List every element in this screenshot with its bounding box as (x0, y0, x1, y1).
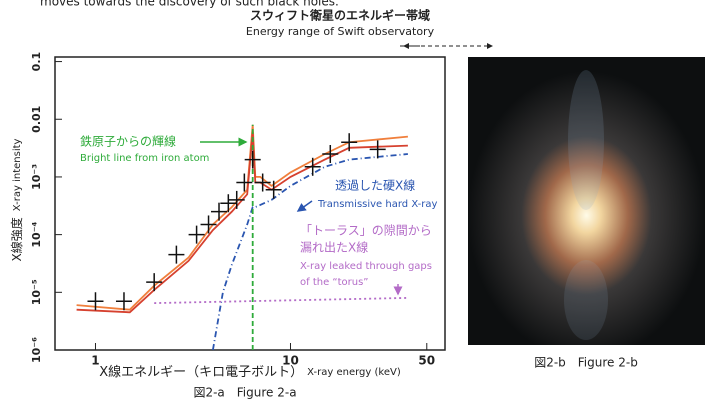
jet-glow (564, 260, 608, 340)
data-point (200, 215, 217, 234)
data-point (188, 225, 205, 244)
annotation: of the “torus” (300, 277, 368, 288)
model-line (154, 297, 408, 304)
y-tick-label: 0.01 (30, 106, 43, 133)
data-point (220, 194, 237, 213)
galaxy-image (468, 57, 705, 345)
jet-glow (568, 70, 604, 210)
caption-b: 図2-b Figure 2-b (534, 356, 638, 370)
y-tick-label: 0.1 (30, 52, 43, 72)
band-subtitle: Energy range of Swift observatory (246, 25, 435, 38)
data-point (369, 140, 386, 159)
annotation: 鉄原子からの輝線 (80, 134, 176, 149)
data-point (304, 157, 321, 176)
annotation: Bright line from iron atom (80, 153, 209, 164)
data-point (146, 273, 163, 292)
band-title: スウィフト衛星のエネルギー帯域 (250, 8, 430, 23)
data-point (211, 202, 228, 221)
plot-frame (54, 56, 446, 351)
annotation-arrow (296, 200, 313, 212)
data-point (115, 292, 132, 311)
y-label-en: X-ray intensity (12, 138, 23, 211)
y-tick-label: 10⁻³ (30, 164, 43, 190)
data-point (236, 173, 253, 192)
annotation: 漏れ出たX線 (300, 240, 368, 255)
y-label: X線強度 X-ray intensity (9, 138, 24, 261)
x-label: X線エネルギー（キロ電子ボルト） X-ray energy (keV) (99, 364, 401, 380)
x-label-ja: X線エネルギー（キロ電子ボルト） (99, 364, 303, 380)
data-point (244, 150, 261, 169)
x-tick-label: 10 (282, 354, 299, 368)
y-tick-label: 10⁻⁴ (30, 221, 43, 247)
data-point (228, 190, 245, 209)
data-point (168, 245, 185, 264)
x-tick-label: 50 (418, 354, 435, 368)
data-point (341, 133, 358, 152)
y-label-ja: X線強度 (9, 217, 24, 261)
x-tick-label: 1 (91, 354, 99, 368)
y-tick-label: 10⁻⁶ (30, 337, 43, 363)
annotation: Transmissive hard X-ray (317, 199, 438, 210)
data-point (254, 173, 271, 192)
x-label-en: X-ray energy (keV) (307, 367, 401, 378)
caption-a: 図2-a Figure 2-a (193, 386, 296, 400)
data-point (322, 144, 339, 163)
annotation: 「トーラス」の隙間から (300, 224, 432, 238)
cut-text: moves towards the discovery of such blac… (40, 0, 339, 9)
y-tick-label: 10⁻⁵ (30, 279, 43, 305)
data-point (265, 180, 282, 199)
annotation: X-ray leaked through gaps (300, 261, 432, 272)
data-point (87, 292, 104, 311)
annotation: 透過した硬X線 (335, 178, 415, 193)
